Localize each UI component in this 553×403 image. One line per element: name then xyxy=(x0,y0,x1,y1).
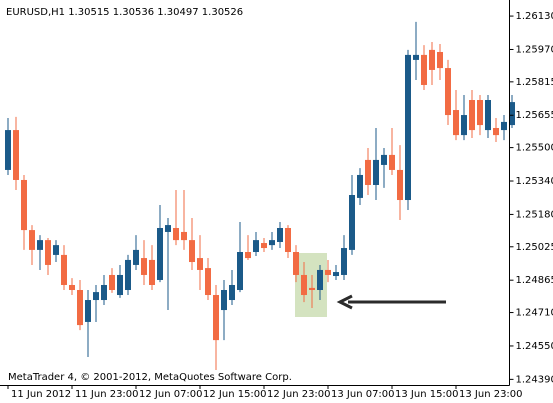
candle-body xyxy=(45,240,51,265)
candle-body xyxy=(357,174,363,198)
candle-body xyxy=(437,51,443,69)
candle-body xyxy=(205,268,211,296)
candle-body xyxy=(509,102,515,126)
candle-body xyxy=(341,248,347,275)
candle-body xyxy=(421,54,427,85)
candle-body xyxy=(173,227,179,241)
x-tick-label: 12 Jun 07:00 xyxy=(139,389,203,400)
candle-body xyxy=(229,284,235,301)
y-tick-label: 1.25655 xyxy=(516,110,553,121)
candle-body xyxy=(141,258,147,275)
plot xyxy=(5,21,515,370)
candle-body xyxy=(293,252,299,275)
candle-body xyxy=(453,110,459,136)
candle-body xyxy=(117,274,123,296)
x-tick-label: 13 Jun 23:00 xyxy=(459,389,523,400)
candle-body xyxy=(317,269,323,291)
candle-body xyxy=(253,240,259,253)
candle-body xyxy=(101,284,107,301)
y-tick-label: 1.24865 xyxy=(516,275,553,286)
candle-body xyxy=(501,121,507,131)
candle-body xyxy=(37,240,43,250)
y-tick-label: 1.26130 xyxy=(516,11,553,22)
candle-body xyxy=(165,225,171,232)
candle-body xyxy=(333,272,339,277)
candle-body xyxy=(397,169,403,201)
candle-body xyxy=(373,159,379,185)
y-tick-label: 1.25180 xyxy=(516,209,553,220)
candle-body xyxy=(237,252,243,291)
x-tick-label: 12 Jun 23:00 xyxy=(267,389,331,400)
x-tick-label: 11 Jun 23:00 xyxy=(75,389,139,400)
candle-body xyxy=(477,100,483,126)
candle-body xyxy=(157,227,163,280)
candle-body xyxy=(325,269,331,275)
candle-body xyxy=(269,240,275,246)
candle-body xyxy=(461,115,467,136)
candle-body xyxy=(445,68,451,116)
candle-body xyxy=(77,290,83,326)
candle-body xyxy=(189,240,195,263)
candle-body xyxy=(485,100,491,131)
candle-body xyxy=(493,127,499,136)
y-tick-label: 1.25500 xyxy=(516,143,553,154)
candle-body xyxy=(221,290,227,311)
candle-body xyxy=(365,159,371,185)
copyright: MetaTrader 4, © 2001-2012, MetaQuotes So… xyxy=(8,372,292,383)
candle-body xyxy=(149,259,155,285)
candle-body xyxy=(301,274,307,296)
y-tick-label: 1.25025 xyxy=(516,242,553,253)
candle-body xyxy=(109,274,115,291)
candle-body xyxy=(349,195,355,250)
candle-body xyxy=(21,179,27,231)
candle-body xyxy=(469,100,475,131)
candle-body xyxy=(133,249,139,265)
y-tick-label: 1.24550 xyxy=(516,341,553,352)
candle-body xyxy=(389,154,395,170)
candle-body xyxy=(85,300,91,322)
x-tick-label: 13 Jun 07:00 xyxy=(331,389,395,400)
candle-body xyxy=(93,292,99,301)
candle-body xyxy=(29,230,35,250)
candle-body xyxy=(309,287,315,291)
candle-body xyxy=(125,259,131,291)
candle-body xyxy=(13,130,19,180)
x-tick-label: 12 Jun 15:00 xyxy=(203,389,267,400)
x-tick-label: 13 Jun 15:00 xyxy=(395,389,459,400)
candle-body xyxy=(405,54,411,201)
candle-body xyxy=(53,245,59,255)
candle-body xyxy=(277,227,283,242)
y-tick-label: 1.24390 xyxy=(516,374,553,385)
y-tick-label: 1.25340 xyxy=(516,176,553,187)
candle-body xyxy=(429,49,435,70)
y-tick-label: 1.25970 xyxy=(516,44,553,55)
arrow-head xyxy=(336,294,353,310)
y-tick-label: 1.25815 xyxy=(516,77,553,88)
candle-body xyxy=(285,227,291,253)
candle-body xyxy=(413,54,419,60)
chart-title: EURUSD,H1 1.30515 1.30536 1.30497 1.3052… xyxy=(6,7,243,18)
candle-body xyxy=(261,243,267,249)
candle-body xyxy=(5,130,11,170)
candle-body xyxy=(197,258,203,270)
x-tick-label: 11 Jun 2012 xyxy=(11,389,71,400)
candle-body xyxy=(381,154,387,165)
y-tick-label: 1.24710 xyxy=(516,308,553,319)
candle-body xyxy=(245,252,251,259)
candle-body xyxy=(69,284,75,291)
candle-body xyxy=(181,231,187,241)
candle-body xyxy=(61,254,67,285)
candle-body xyxy=(213,295,219,341)
